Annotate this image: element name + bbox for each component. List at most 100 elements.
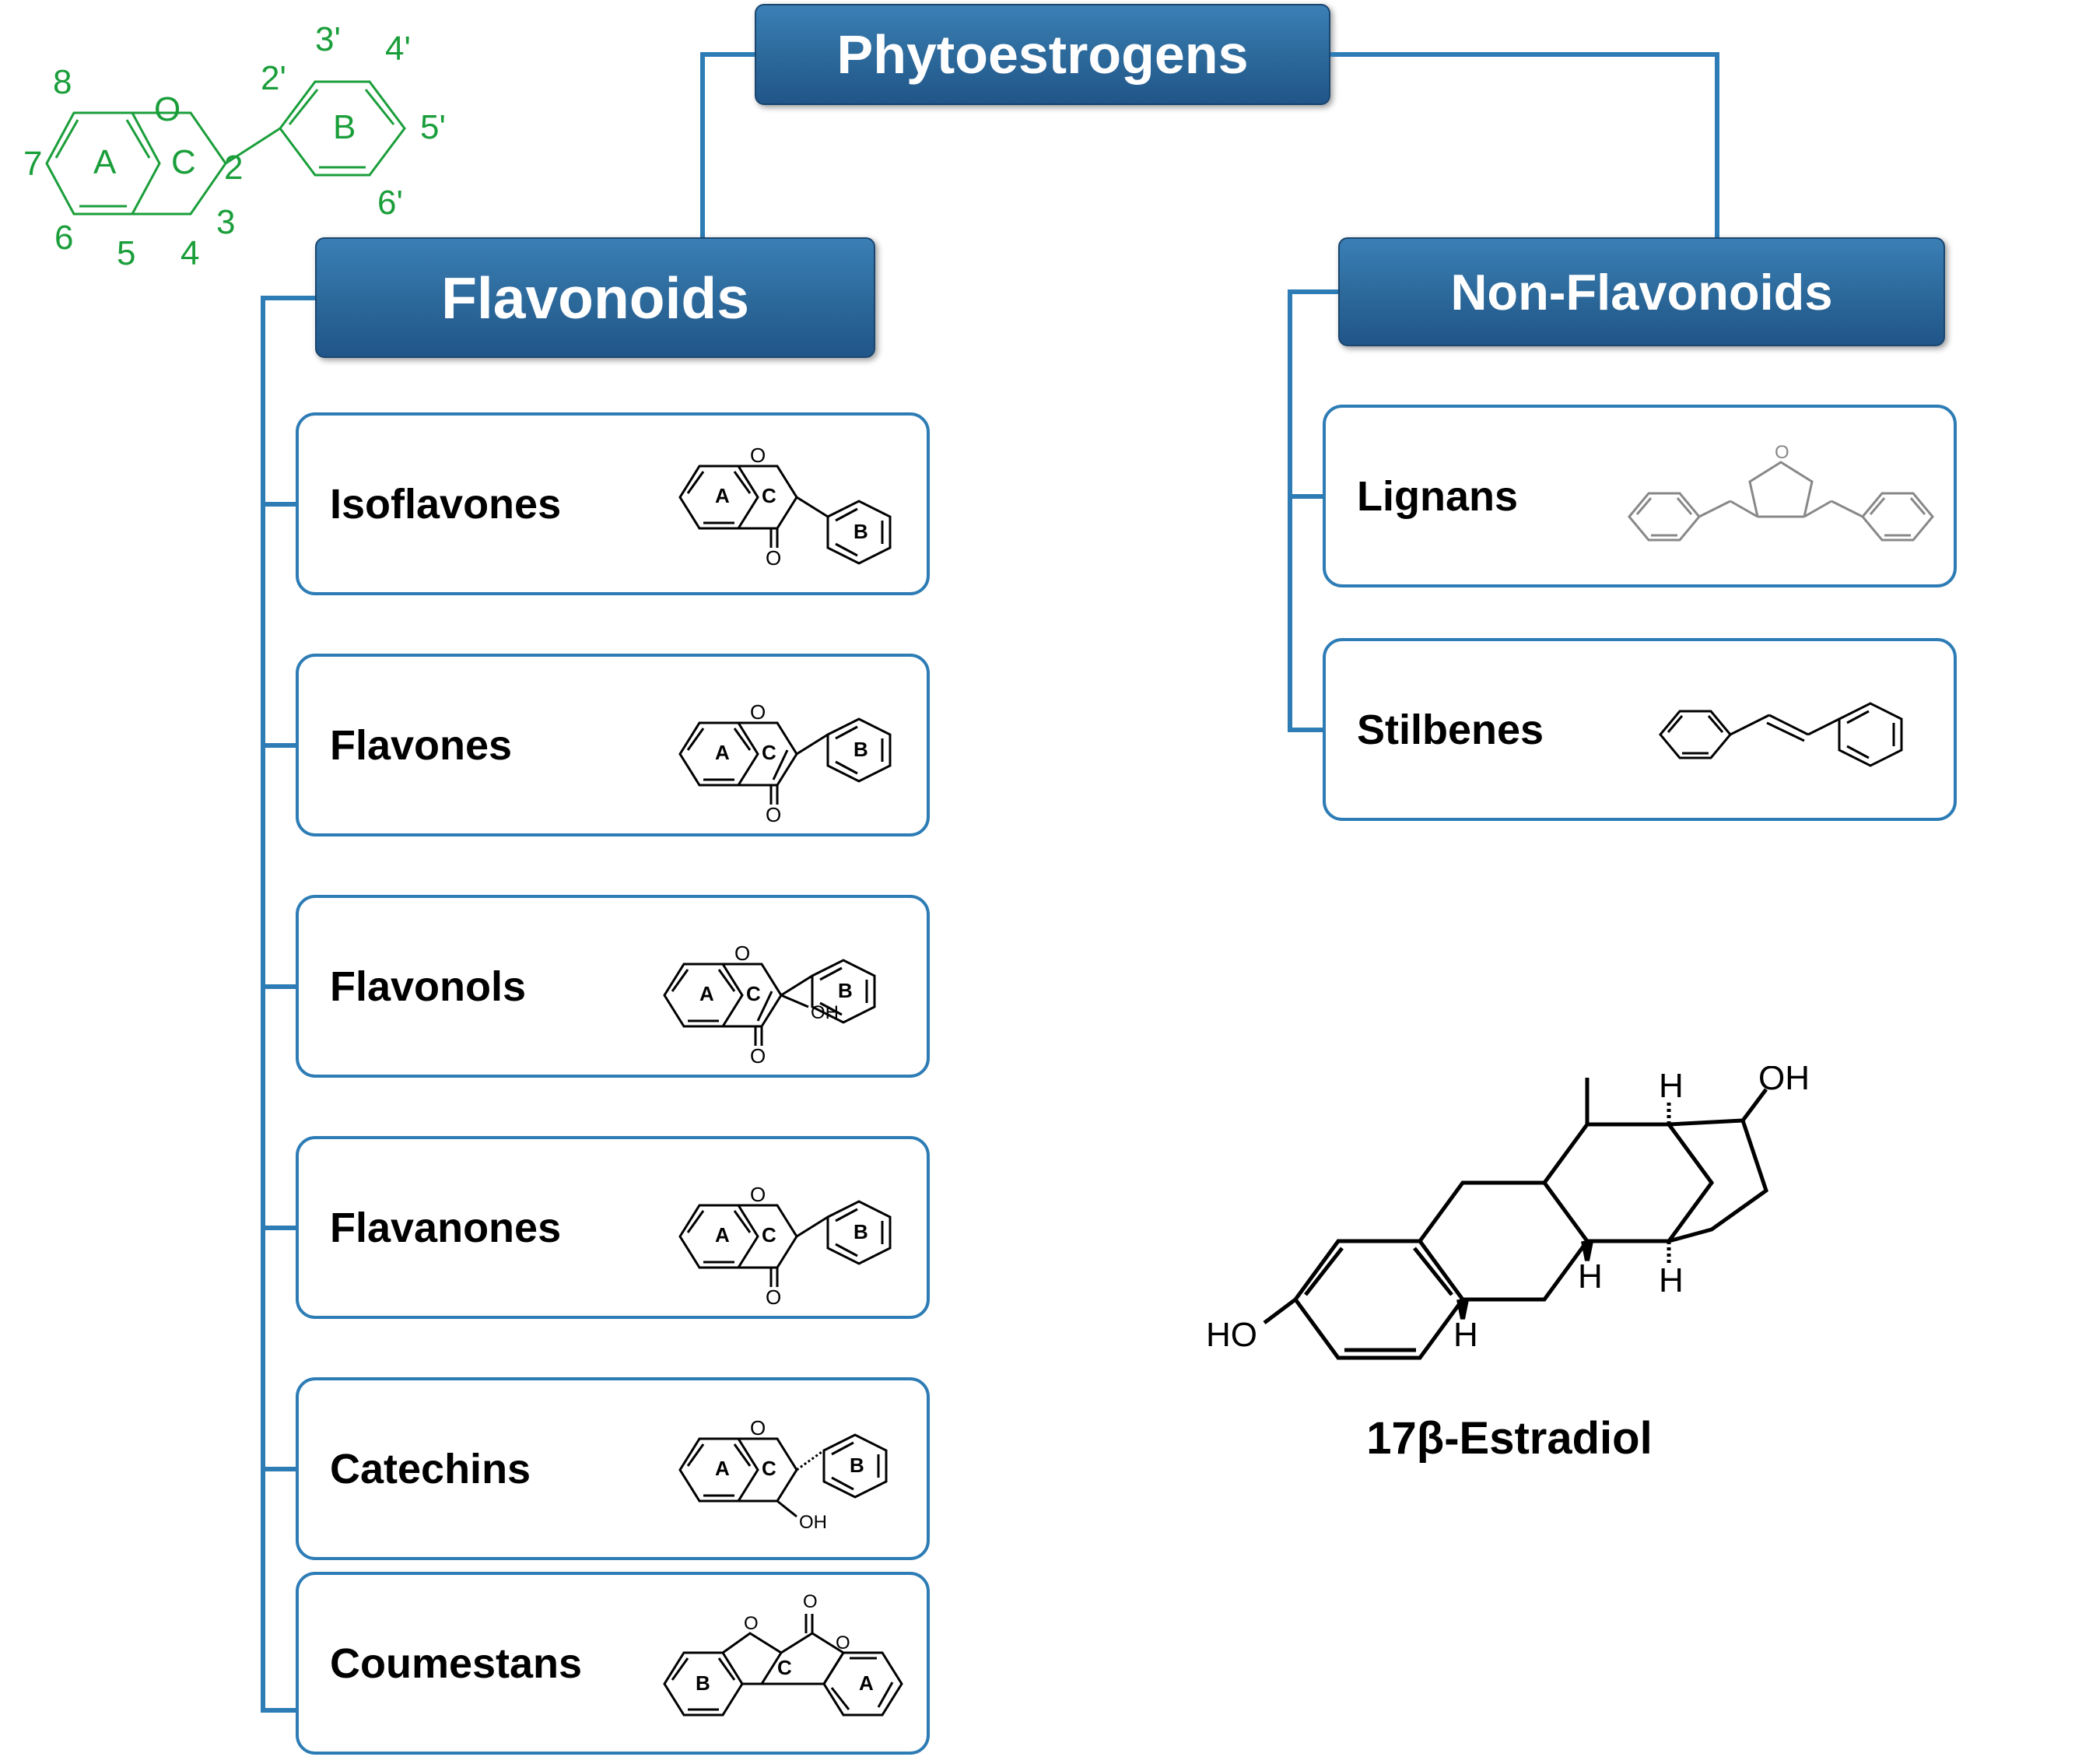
nonflavonoids-label: Non-Flavonoids [1450, 263, 1832, 321]
svg-text:O: O [803, 1591, 818, 1612]
svg-text:5': 5' [420, 108, 446, 146]
branch-nonflavonoids: Non-Flavonoids [1338, 237, 1945, 346]
item-coumestans: Coumestans B C A O O O [296, 1572, 930, 1755]
svg-text:O: O [766, 803, 781, 824]
svg-text:H: H [1453, 1316, 1478, 1354]
flavonoids-label: Flavonoids [441, 265, 749, 331]
svg-text:B: B [333, 108, 356, 146]
svg-text:A: A [715, 1223, 730, 1247]
svg-text:B: B [696, 1671, 710, 1695]
item-stilbenes: Stilbenes [1323, 638, 1957, 821]
svg-text:A: A [715, 484, 730, 507]
isoflavones-label: Isoflavones [330, 480, 561, 528]
svg-text:O: O [750, 444, 766, 467]
svg-text:A: A [715, 1457, 730, 1480]
green-flavonoid-skeleton: A C B O 2 3 4 5 6 7 8 2' 3' 4' 5' 6' [23, 8, 451, 288]
item-flavanones: Flavanones A C B O O [296, 1136, 930, 1319]
flavonols-structure: A C B O O OH [657, 914, 906, 1069]
svg-text:2: 2 [224, 149, 243, 187]
svg-text:O: O [734, 942, 750, 965]
svg-text:O: O [1775, 442, 1789, 463]
svg-text:C: C [762, 1223, 776, 1247]
svg-text:O: O [750, 1044, 766, 1068]
stilbenes-label: Stilbenes [1357, 706, 1544, 754]
svg-text:8: 8 [53, 63, 72, 101]
nonflav-vert-connector [1288, 292, 1292, 731]
svg-text:B: B [853, 1220, 868, 1243]
svg-text:O: O [750, 1416, 766, 1440]
svg-text:C: C [762, 484, 776, 507]
flav-hc-1 [261, 743, 296, 748]
svg-text:6': 6' [377, 184, 403, 222]
svg-text:HO: HO [1206, 1316, 1257, 1354]
flav-hc-2 [261, 984, 296, 989]
flavones-label: Flavones [330, 721, 512, 770]
connector-root-left-v [700, 52, 705, 237]
svg-text:H: H [1659, 1067, 1684, 1105]
svg-text:H: H [1659, 1261, 1684, 1299]
svg-text:C: C [762, 741, 776, 764]
coumestans-structure: B C A O O O [657, 1590, 906, 1742]
svg-text:B: B [853, 738, 868, 761]
coumestans-label: Coumestans [330, 1640, 582, 1688]
item-flavones: Flavones A C B O O [296, 654, 930, 836]
estradiol-block: HO OH H H H H 17β-Estradiol [1206, 1066, 1813, 1494]
svg-text:C: C [777, 1656, 792, 1679]
svg-text:O: O [836, 1632, 850, 1654]
svg-text:B: B [850, 1454, 864, 1477]
svg-text:4: 4 [181, 234, 199, 272]
estradiol-label: 17β-Estradiol [1206, 1412, 1813, 1464]
svg-text:4': 4' [385, 30, 411, 68]
connector-root-right-v [1715, 52, 1719, 237]
isoflavones-structure: A C B O O [672, 439, 906, 575]
connector-root-right-h [1330, 52, 1719, 57]
svg-text:A: A [699, 982, 714, 1005]
nonflav-hc-0 [1288, 494, 1323, 499]
flavones-structure: A C B O O [672, 672, 906, 824]
svg-text:O: O [766, 546, 781, 570]
svg-text:B: B [853, 520, 868, 543]
catechins-structure: A C B O OH [672, 1404, 906, 1540]
flavanones-structure: A C B O O [672, 1155, 906, 1306]
svg-text:A: A [859, 1671, 874, 1695]
svg-text:OH: OH [799, 1512, 827, 1533]
lignans-label: Lignans [1357, 472, 1518, 521]
svg-text:A: A [715, 741, 730, 764]
svg-text:H: H [1578, 1257, 1603, 1296]
lignans-structure: O [1621, 439, 1940, 563]
svg-text:3': 3' [315, 20, 341, 58]
item-isoflavones: Isoflavones A C B O O [296, 412, 930, 595]
svg-text:2': 2' [261, 59, 286, 97]
flav-hc-3 [261, 1226, 296, 1230]
svg-text:B: B [838, 979, 853, 1002]
svg-text:C: C [171, 143, 196, 181]
root-node: Phytoestrogens [755, 4, 1330, 105]
flavonols-label: Flavonols [330, 963, 526, 1011]
stilbenes-structure [1653, 684, 1917, 785]
svg-text:7: 7 [23, 145, 42, 183]
svg-text:OH: OH [811, 1002, 839, 1023]
nonflav-stub [1288, 289, 1338, 294]
flav-hc-0 [261, 502, 296, 507]
item-flavonols: Flavonols A C B O O OH [296, 895, 930, 1078]
item-lignans: Lignans O [1323, 405, 1957, 587]
svg-text:O: O [154, 90, 181, 128]
flav-hc-5 [261, 1708, 296, 1713]
estradiol-structure: HO OH H H H H [1206, 1066, 1813, 1401]
svg-text:O: O [766, 1285, 781, 1306]
svg-text:C: C [762, 1457, 776, 1480]
item-catechins: Catechins A C B O OH [296, 1377, 930, 1560]
svg-text:6: 6 [54, 219, 73, 257]
svg-text:C: C [746, 982, 761, 1005]
flavonoids-vert-connector [261, 296, 265, 1708]
svg-text:O: O [750, 700, 766, 724]
svg-text:A: A [93, 143, 117, 181]
catechins-label: Catechins [330, 1445, 531, 1493]
svg-text:O: O [744, 1613, 759, 1634]
flavanones-label: Flavanones [330, 1204, 561, 1252]
svg-text:O: O [750, 1183, 766, 1206]
svg-text:OH: OH [1758, 1066, 1810, 1097]
nonflav-hc-1 [1288, 728, 1323, 732]
flav-hc-4 [261, 1467, 296, 1471]
root-label: Phytoestrogens [837, 23, 1249, 86]
